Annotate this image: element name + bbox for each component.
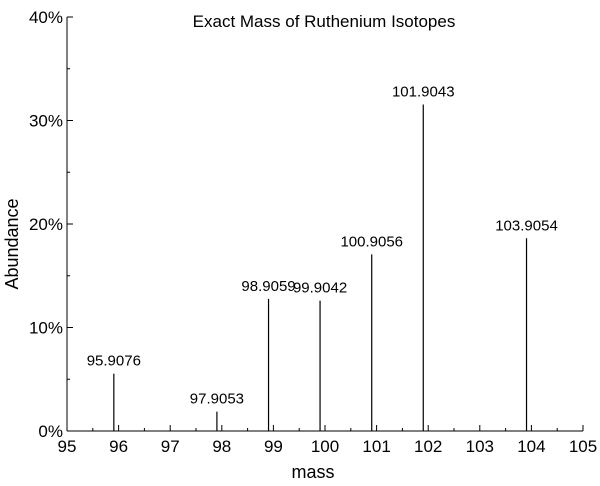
- x-tick-label: 95: [58, 437, 77, 456]
- mass-label: 103.9054: [495, 217, 558, 234]
- x-tick-label: 99: [264, 437, 283, 456]
- abundance-bars: [113, 104, 528, 431]
- y-tick-label: 40%: [29, 8, 63, 27]
- x-tick-label: 104: [517, 437, 545, 456]
- mass-label: 99.9042: [293, 280, 347, 297]
- y-axis-label: Abundance: [2, 198, 22, 289]
- mass-label: 97.9053: [190, 391, 244, 408]
- y-tick-label: 0%: [38, 422, 63, 441]
- x-tick-label: 97: [161, 437, 180, 456]
- x-tick-label: 98: [212, 437, 231, 456]
- mass-label: 100.9056: [340, 233, 403, 250]
- y-axis-ticks: 0% 10% 20% 30% 40%: [29, 8, 73, 441]
- chart-title: Exact Mass of Ruthenium Isotopes: [193, 12, 456, 31]
- y-tick-label: 20%: [29, 215, 63, 234]
- x-axis-ticks: 95 96 97 98 99 100 101 102 103 104 105: [58, 425, 597, 456]
- mass-label: 101.9043: [392, 83, 455, 100]
- x-tick-label: 102: [414, 437, 442, 456]
- mass-label: 98.9059: [241, 278, 295, 295]
- x-tick-label: 105: [569, 437, 597, 456]
- y-tick-label: 30%: [29, 112, 63, 131]
- x-tick-label: 100: [311, 437, 339, 456]
- x-axis-label: mass: [291, 462, 334, 482]
- mass-label: 95.9076: [87, 353, 141, 370]
- x-tick-label: 103: [466, 437, 494, 456]
- y-tick-label: 10%: [29, 319, 63, 338]
- x-tick-label: 96: [109, 437, 128, 456]
- x-tick-label: 101: [362, 437, 390, 456]
